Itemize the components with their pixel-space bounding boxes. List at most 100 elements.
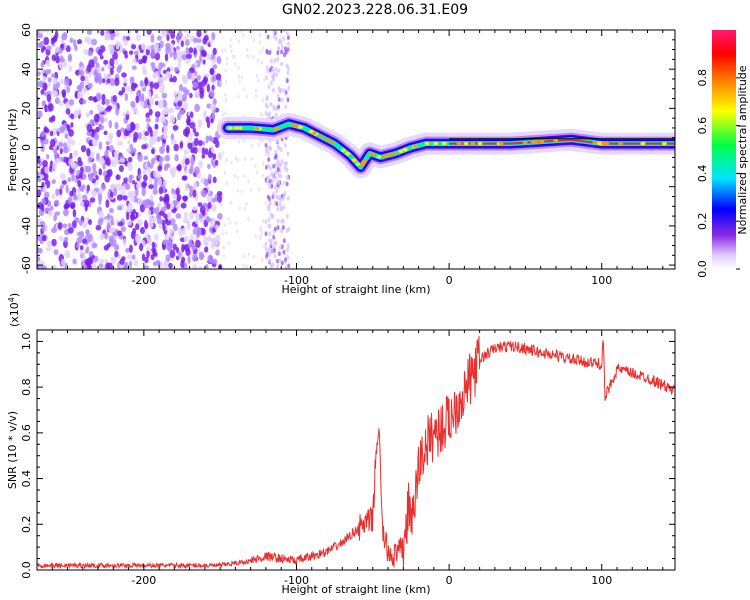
noise-speckle xyxy=(86,184,91,192)
noise-speckle xyxy=(45,153,50,160)
noise-speckle xyxy=(140,43,146,50)
noise-speckle xyxy=(161,30,168,37)
noise-speckle xyxy=(158,62,163,71)
noise-speckle xyxy=(42,172,49,182)
noise-speckle xyxy=(245,54,249,58)
noise-speckle xyxy=(129,196,135,203)
noise-speckle xyxy=(198,213,204,219)
y-tick-label: 0.4 xyxy=(20,470,33,488)
noise-speckle xyxy=(229,200,233,205)
noise-speckle xyxy=(92,170,98,177)
noise-speckle xyxy=(98,141,103,150)
noise-speckle xyxy=(150,254,155,261)
noise-speckle xyxy=(196,227,202,236)
noise-speckle xyxy=(271,213,275,219)
noise-speckle xyxy=(172,243,177,251)
noise-speckle xyxy=(61,223,68,229)
signal-blob xyxy=(604,141,610,146)
noise-speckle xyxy=(286,243,290,249)
noise-speckle xyxy=(210,118,214,124)
noise-speckle xyxy=(205,116,210,123)
noise-speckle xyxy=(217,152,223,160)
colorbar-tick-label: 0.6 xyxy=(696,117,709,135)
noise-speckle xyxy=(265,75,268,80)
noise-speckle xyxy=(284,46,287,52)
signal-blob xyxy=(340,148,346,153)
noise-speckle xyxy=(162,239,169,246)
noise-speckle xyxy=(103,232,109,240)
y-tick-label: 20 xyxy=(20,101,33,115)
noise-speckle xyxy=(202,30,209,35)
noise-speckle xyxy=(284,257,287,262)
noise-speckle xyxy=(37,71,41,77)
noise-speckle xyxy=(182,101,188,111)
noise-speckle xyxy=(170,133,175,141)
noise-speckle xyxy=(206,53,211,61)
noise-speckle xyxy=(77,192,82,202)
noise-speckle xyxy=(266,68,270,74)
signal-blob xyxy=(386,153,391,158)
signal-blob xyxy=(369,152,375,157)
noise-speckle xyxy=(120,190,126,196)
noise-speckle xyxy=(254,88,258,93)
noise-speckle xyxy=(43,30,50,33)
noise-speckle xyxy=(222,245,226,250)
noise-speckle xyxy=(274,226,277,232)
noise-speckle xyxy=(131,65,137,70)
noise-speckle xyxy=(183,235,189,243)
noise-speckle xyxy=(266,50,269,55)
noise-speckle xyxy=(87,49,93,57)
noise-speckle xyxy=(76,243,80,249)
noise-speckle xyxy=(132,179,136,185)
noise-speckle xyxy=(77,156,82,163)
noise-speckle xyxy=(283,143,287,148)
noise-speckle xyxy=(164,53,169,62)
noise-speckle xyxy=(261,113,264,118)
signal-blob xyxy=(463,141,469,146)
noise-speckle xyxy=(275,188,279,194)
noise-speckle xyxy=(223,222,226,227)
noise-speckle xyxy=(260,60,263,65)
noise-speckle xyxy=(257,142,261,147)
noise-speckle xyxy=(85,229,90,235)
noise-speckle xyxy=(188,47,194,54)
signal-blob xyxy=(640,141,646,146)
noise-speckle xyxy=(178,84,184,92)
noise-speckle xyxy=(100,156,105,165)
noise-speckle xyxy=(268,231,272,237)
noise-speckle xyxy=(193,47,197,55)
noise-speckle xyxy=(203,178,209,187)
x-tick-label: -100 xyxy=(284,574,309,587)
noise-speckle xyxy=(215,249,220,256)
noise-speckle xyxy=(203,110,207,119)
noise-speckle xyxy=(124,93,129,102)
noise-speckle xyxy=(235,229,239,234)
noise-speckle xyxy=(122,195,128,201)
noise-speckle xyxy=(60,258,66,266)
noise-speckle xyxy=(162,213,168,219)
y-tick-label: -40 xyxy=(20,217,33,235)
noise-speckle xyxy=(192,37,199,43)
noise-speckle xyxy=(96,103,102,111)
noise-speckle xyxy=(272,76,275,82)
noise-speckle xyxy=(80,145,87,153)
noise-speckle xyxy=(88,174,94,181)
noise-speckle xyxy=(125,183,131,190)
noise-speckle xyxy=(135,91,142,97)
noise-speckle xyxy=(86,148,91,157)
noise-speckle xyxy=(147,209,151,216)
colorbar-ticks: 0.0 0.2 0.4 0.6 0.8 xyxy=(696,69,740,278)
noise-speckle xyxy=(276,93,280,99)
noise-speckle xyxy=(267,157,271,162)
noise-speckle xyxy=(113,150,120,157)
noise-speckle xyxy=(277,173,281,179)
x-tick-label: -100 xyxy=(284,274,309,287)
noise-speckle xyxy=(109,33,115,41)
noise-speckle xyxy=(252,254,255,259)
noise-speckle xyxy=(206,195,213,203)
noise-speckle xyxy=(224,68,227,73)
noise-speckle xyxy=(45,68,52,75)
noise-speckle xyxy=(42,159,48,167)
noise-speckle xyxy=(37,255,41,262)
noise-speckle xyxy=(212,137,219,144)
